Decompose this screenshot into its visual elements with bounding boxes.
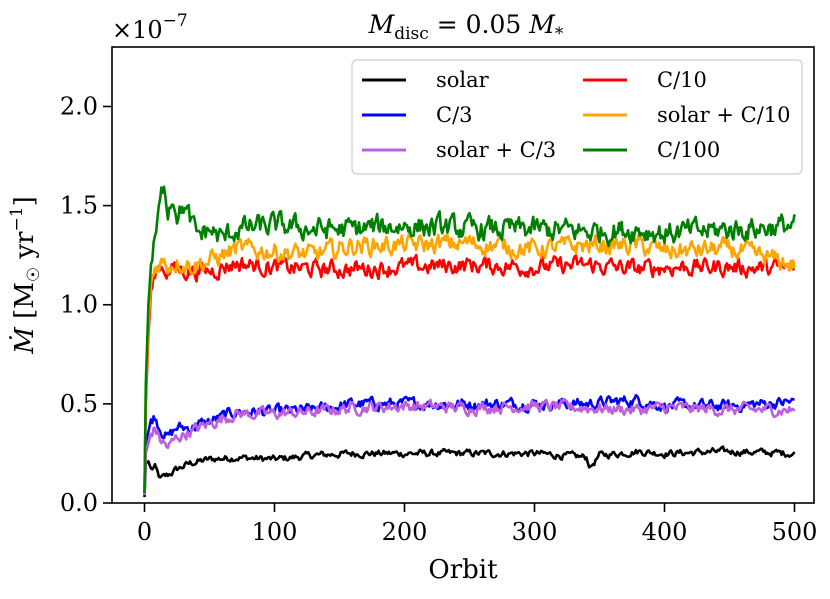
y-tick-label-1: 0.5 (60, 390, 98, 418)
x-tick-label-2: 200 (382, 518, 428, 546)
legend-label-3: C/10 (657, 68, 707, 92)
x-axis-label: Orbit (428, 555, 498, 585)
series-line-4 (143, 231, 796, 494)
chart-title: Mdisc = 0.05 M* (368, 10, 564, 44)
axis-offset-text: ×10−7 (112, 11, 188, 44)
x-tick-label-0: 0 (137, 518, 152, 546)
x-tick-label-4: 400 (642, 518, 688, 546)
legend: solar C/3 solar + C/3 C/10 solar + C/10 C/100 (351, 59, 803, 175)
y-tick-label-2: 1.0 (60, 291, 98, 319)
x-tick-label-1: 100 (252, 518, 298, 546)
series-line-3 (143, 253, 796, 494)
y-axis-label: Ṁ [M☉ yr−1] (7, 196, 44, 355)
plot-frame (111, 46, 815, 504)
legend-label-5: C/100 (657, 138, 720, 162)
series-layer (143, 185, 796, 498)
y-tick-label-3: 1.5 (60, 192, 98, 220)
legend-label-1: C/3 (436, 103, 473, 127)
legend-label-4: solar + C/10 (657, 103, 791, 127)
series-line-5 (143, 185, 796, 494)
y-tick-label-0: 0.0 (60, 489, 98, 517)
x-axis: 0 100 200 300 400 500 (137, 503, 818, 546)
series-line-1 (143, 393, 795, 494)
series-line-2 (143, 397, 796, 496)
y-tick-label-4: 2.0 (60, 92, 98, 120)
legend-label-2: solar + C/3 (436, 138, 556, 162)
x-tick-label-3: 300 (512, 518, 558, 546)
legend-frame (351, 59, 803, 175)
series-line-0 (143, 445, 796, 498)
legend-label-0: solar (436, 68, 490, 92)
x-tick-label-5: 500 (772, 518, 818, 546)
y-axis: 0.0 0.5 1.0 1.5 2.0 (60, 92, 112, 517)
